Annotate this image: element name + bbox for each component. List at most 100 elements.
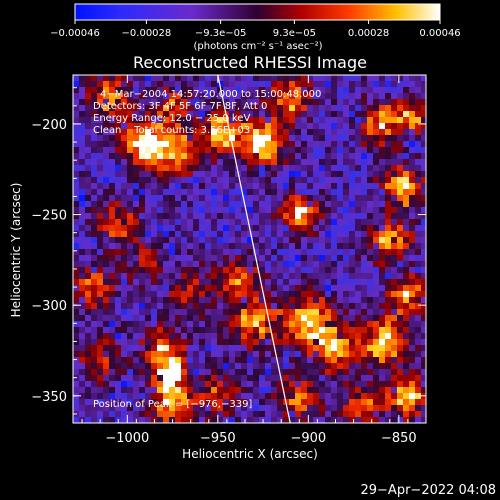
heatmap-cell	[199, 201, 206, 208]
heatmap-cell	[235, 177, 242, 184]
heatmap-cell	[319, 375, 326, 382]
heatmap-cell	[367, 387, 374, 394]
heatmap-cell	[373, 291, 380, 298]
heatmap-cell	[199, 417, 206, 423]
heatmap-cell	[295, 255, 302, 262]
heatmap-cell	[259, 333, 266, 340]
heatmap-cell	[415, 105, 422, 112]
heatmap-cell	[349, 369, 356, 376]
heatmap-cell	[175, 195, 182, 202]
heatmap-cell	[301, 399, 308, 406]
heatmap-cell	[121, 111, 128, 118]
heatmap-cell	[409, 231, 416, 238]
heatmap-cell	[403, 339, 410, 346]
heatmap-cell	[127, 357, 134, 364]
heatmap-cell	[223, 207, 230, 214]
heatmap-cell	[187, 129, 194, 136]
heatmap-cell	[253, 141, 260, 148]
heatmap-cell	[337, 375, 344, 382]
heatmap-cell	[199, 147, 206, 154]
heatmap-cell	[79, 393, 86, 400]
heatmap-cell	[343, 399, 350, 406]
heatmap-cell	[253, 129, 260, 136]
heatmap-cell	[121, 405, 128, 412]
heatmap-cell	[373, 393, 380, 400]
heatmap-cell	[97, 321, 104, 328]
heatmap-cell	[211, 225, 218, 232]
heatmap-cell	[415, 207, 422, 214]
heatmap-cell	[391, 393, 398, 400]
axis-ticks: −1000 −950 −900 −850−200−250−300−350	[31, 75, 426, 446]
heatmap-cell	[301, 207, 308, 214]
heatmap-cell	[115, 171, 122, 178]
heatmap-cell	[409, 243, 416, 250]
heatmap-cell	[163, 405, 170, 412]
heatmap-cell	[211, 417, 218, 423]
heatmap-cell	[103, 141, 110, 148]
heatmap-cell	[265, 321, 272, 328]
heatmap-cell	[193, 237, 200, 244]
heatmap-cell	[301, 189, 308, 196]
heatmap-cell	[247, 411, 254, 418]
heatmap-cell	[325, 291, 332, 298]
heatmap-cell	[199, 261, 206, 268]
heatmap-cell	[415, 309, 422, 316]
heatmap-cell	[385, 225, 392, 232]
heatmap-cell	[211, 351, 218, 358]
colorbar-tick-label: 9.3e−05	[273, 28, 316, 39]
heatmap-cell	[175, 201, 182, 208]
heatmap-cell	[349, 87, 356, 94]
heatmap-cell	[349, 357, 356, 364]
heatmap-cell	[265, 201, 272, 208]
heatmap-cell	[235, 135, 242, 142]
heatmap-cell	[193, 207, 200, 214]
heatmap-cell	[163, 87, 170, 94]
heatmap-cell	[175, 75, 182, 82]
heatmap-cell	[265, 183, 272, 190]
heatmap-cell	[175, 411, 182, 418]
heatmap-cell	[181, 339, 188, 346]
heatmap-cell	[295, 213, 302, 220]
heatmap-cell	[103, 93, 110, 100]
heatmap-cell	[319, 333, 326, 340]
heatmap-cell	[253, 321, 260, 328]
heatmap-cell	[127, 195, 134, 202]
heatmap-cell	[307, 189, 314, 196]
heatmap-cell	[109, 273, 116, 280]
heatmap-cell	[271, 123, 278, 130]
heatmap-cell	[199, 345, 206, 352]
heatmap-cell	[175, 303, 182, 310]
heatmap-cell	[127, 261, 134, 268]
heatmap-cell	[397, 285, 404, 292]
heatmap-cell	[211, 411, 218, 418]
heatmap-cell	[271, 117, 278, 124]
heatmap-cell	[229, 399, 236, 406]
heatmap-cell	[187, 219, 194, 226]
heatmap-cell	[361, 201, 368, 208]
heatmap-cell	[361, 393, 368, 400]
heatmap-cell	[349, 219, 356, 226]
heatmap-cell	[247, 207, 254, 214]
heatmap-cell	[283, 315, 290, 322]
heatmap-cell	[85, 345, 92, 352]
heatmap-cell	[193, 123, 200, 130]
heatmap-cell	[193, 321, 200, 328]
heatmap-cell	[289, 357, 296, 364]
heatmap-cell	[103, 153, 110, 160]
heatmap-cell	[109, 381, 116, 388]
heatmap-cell	[391, 225, 398, 232]
heatmap-cell	[295, 327, 302, 334]
heatmap-cell	[157, 207, 164, 214]
heatmap-cell	[127, 405, 134, 412]
heatmap-cell	[271, 267, 278, 274]
heatmap-cell	[337, 381, 344, 388]
heatmap-cell	[139, 105, 146, 112]
heatmap-cell	[211, 81, 218, 88]
heatmap-cell	[181, 327, 188, 334]
heatmap-cell	[127, 153, 134, 160]
heatmap-cell	[379, 333, 386, 340]
heatmap-cell	[73, 267, 80, 274]
heatmap-cell	[283, 219, 290, 226]
heatmap-cell	[403, 141, 410, 148]
heatmap-cell	[379, 135, 386, 142]
